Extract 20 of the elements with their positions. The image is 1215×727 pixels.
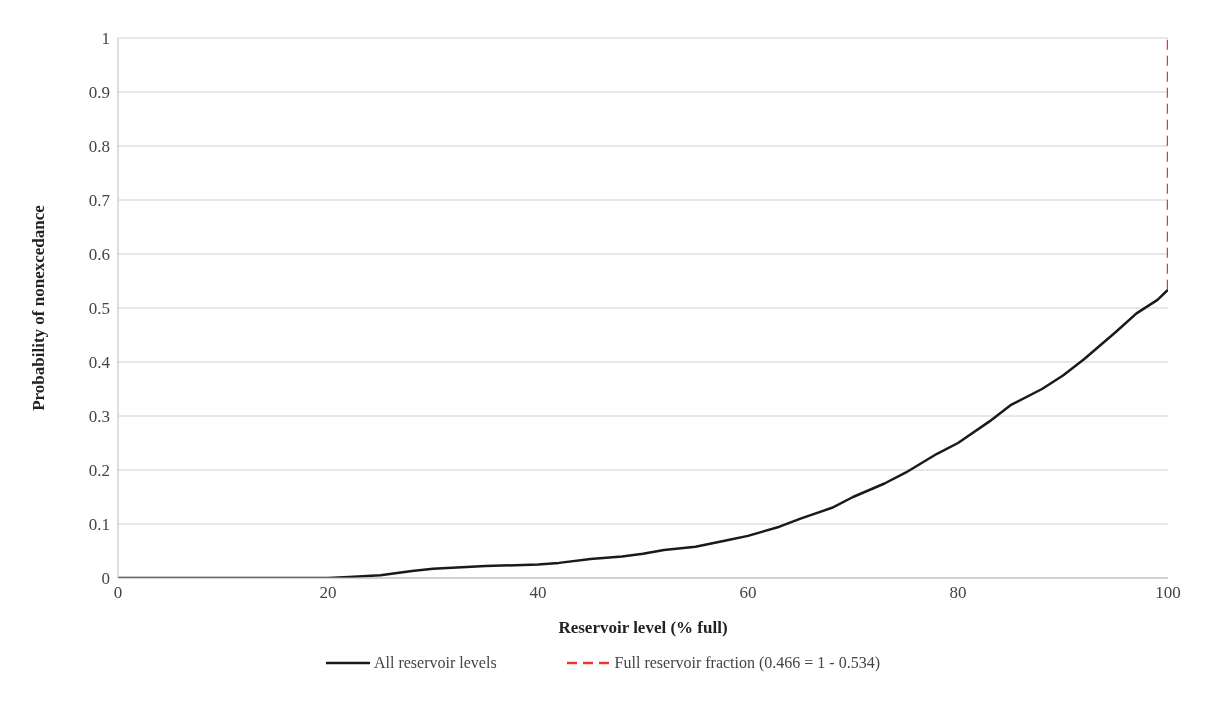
legend-label: Full reservoir fraction (0.466 = 1 - 0.534)	[614, 654, 881, 672]
y-tick-label: 0.7	[88, 191, 111, 211]
x-axis-title: Reservoir level (% full)	[558, 618, 728, 637]
y-tick-label: 0.9	[88, 83, 110, 103]
x-tick-label: 80	[949, 583, 967, 603]
y-tick-label: 0.3	[88, 407, 110, 427]
y-tick-label: 0.5	[88, 299, 110, 319]
y-tick-label: 0	[101, 569, 110, 589]
y-tick-label: 1	[101, 29, 110, 49]
y-tick-label: 0.8	[88, 137, 110, 157]
x-tick-label: 40	[529, 583, 547, 603]
y-tick-label: 0.6	[88, 245, 110, 265]
x-tick-label: 20	[319, 583, 337, 603]
legend-label: All reservoir levels	[373, 654, 497, 672]
x-tick-label: 60	[739, 583, 757, 603]
y-tick-label: 0.2	[88, 461, 110, 481]
y-tick-label: 0.4	[88, 353, 111, 373]
y-tick-label: 0.1	[88, 515, 110, 535]
y-axis-title: Probability of nonexcedance	[29, 204, 49, 411]
x-tick-label: 100	[1155, 583, 1181, 603]
